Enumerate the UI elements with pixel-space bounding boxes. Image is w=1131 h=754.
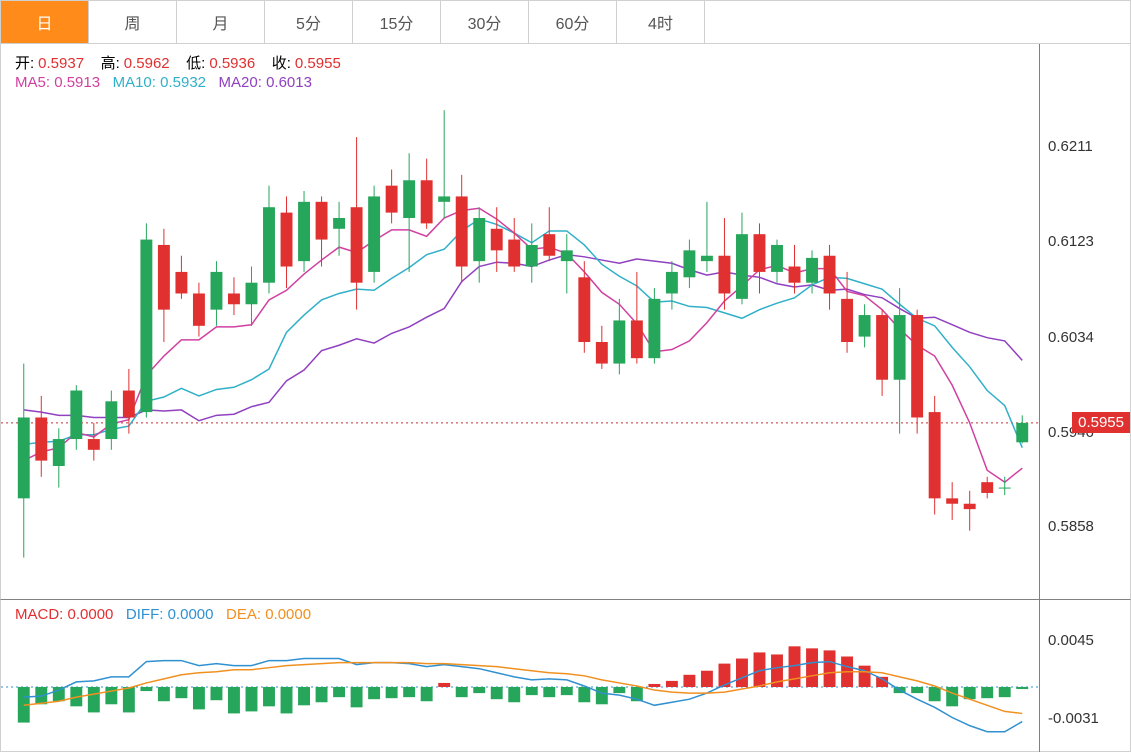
y-tick: 0.6123 [1048,233,1094,250]
timeframe-tabs: 日周月5分15分30分60分4时 [0,0,1131,44]
tab-周[interactable]: 周 [89,1,177,43]
price-y-axis: 0.58580.59460.60340.61230.62110.5955 [1039,44,1130,600]
tab-30分[interactable]: 30分 [441,1,529,43]
macd-y-tick: -0.0031 [1048,710,1099,727]
tab-月[interactable]: 月 [177,1,265,43]
tab-5分[interactable]: 5分 [265,1,353,43]
macd-chart[interactable] [1,600,1041,752]
price-chart-panel: 开:0.5937 高:0.5962 低:0.5936 收:0.5955 MA5:… [0,44,1131,600]
current-price-tag: 0.5955 [1072,412,1130,433]
y-tick: 0.6211 [1048,138,1093,155]
tab-filler [705,1,1130,43]
macd-panel: MACD: 0.0000 DIFF: 0.0000 DEA: 0.0000 -0… [0,600,1131,752]
tab-60分[interactable]: 60分 [529,1,617,43]
macd-y-tick: 0.0045 [1048,632,1094,649]
tab-4时[interactable]: 4时 [617,1,705,43]
tab-15分[interactable]: 15分 [353,1,441,43]
y-tick: 0.6034 [1048,329,1094,346]
candlestick-chart[interactable] [1,44,1041,600]
tab-日[interactable]: 日 [1,1,89,43]
y-tick: 0.5858 [1048,518,1094,535]
macd-y-axis: -0.0031 0.0045 [1039,600,1130,752]
